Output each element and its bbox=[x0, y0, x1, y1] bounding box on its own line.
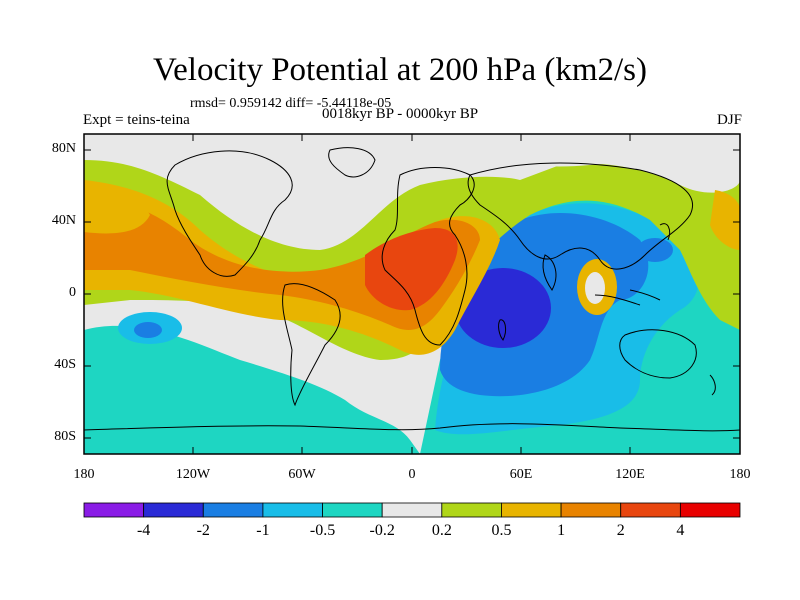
contour-fill bbox=[84, 134, 740, 454]
colorbar-swatch bbox=[679, 502, 741, 518]
contour-teal-south bbox=[84, 325, 420, 454]
contour-np-right bbox=[710, 190, 740, 250]
stats-line: rmsd= 0.959142 diff= -5.44118e-05 bbox=[190, 96, 392, 111]
lon-label-120w: 120W bbox=[175, 467, 211, 482]
colorbar-label: -4 bbox=[136, 522, 151, 539]
coast-north-america bbox=[166, 150, 293, 277]
colorbar-label: 1 bbox=[557, 522, 566, 539]
coast-antarctica bbox=[84, 423, 740, 432]
colorbar bbox=[83, 502, 741, 518]
coast-asia bbox=[467, 162, 693, 270]
lat-label-40s: 40S bbox=[54, 357, 76, 372]
contour-blue-spot-ea bbox=[637, 238, 673, 262]
lat-label-0: 0 bbox=[69, 285, 76, 300]
contour-darkblue bbox=[455, 268, 551, 348]
colorbar-swatch bbox=[441, 502, 502, 518]
contour-np-left bbox=[84, 189, 150, 234]
coast-south-america bbox=[282, 283, 341, 407]
period-subtitle: 0018kyr BP - 0000kyr BP bbox=[321, 106, 479, 122]
season-label: DJF bbox=[716, 112, 742, 128]
lon-label-180e: 180 bbox=[729, 467, 751, 482]
axis-ticks bbox=[84, 134, 740, 454]
colorbar-swatch bbox=[620, 502, 681, 518]
colorbar-swatch bbox=[143, 502, 204, 518]
coast-madagascar bbox=[498, 319, 507, 341]
map-title: Velocity Potential at 200 hPa (km2/s) bbox=[152, 52, 648, 88]
lon-label-60w: 60W bbox=[288, 467, 316, 482]
colorbar-swatch bbox=[322, 502, 383, 518]
colorbar-label: -0.2 bbox=[369, 522, 395, 539]
colorbar-swatch bbox=[83, 502, 145, 518]
coast-indonesia bbox=[594, 289, 661, 306]
colorbar-swatch bbox=[202, 502, 264, 518]
lat-label-40n: 40N bbox=[51, 213, 76, 228]
colorbar-swatch bbox=[262, 502, 323, 518]
contour-blue-spot-sp2 bbox=[134, 322, 162, 338]
colorbar-swatch bbox=[501, 502, 562, 518]
coast-australia bbox=[619, 329, 697, 379]
colorbar-swatch bbox=[560, 502, 622, 518]
colorbar-label: -2 bbox=[196, 522, 210, 539]
lat-label-80s: 80S bbox=[54, 429, 76, 444]
coast-greenland bbox=[328, 147, 376, 178]
lon-label-60e: 60E bbox=[509, 467, 533, 482]
coast-europe-africa bbox=[381, 167, 475, 346]
colorbar-label: 2 bbox=[616, 522, 625, 539]
colorbar-swatch bbox=[381, 502, 443, 518]
lon-label-120e: 120E bbox=[615, 467, 645, 482]
coast-newzealand bbox=[709, 374, 716, 396]
lon-label-0: 0 bbox=[408, 467, 416, 482]
coast-india bbox=[542, 254, 557, 291]
coastlines bbox=[84, 147, 740, 432]
contour-wp-ring-inner bbox=[585, 272, 605, 304]
contour-redorange bbox=[365, 228, 458, 311]
coast-japan bbox=[659, 223, 671, 241]
contour-arctic bbox=[84, 134, 740, 178]
colorbar-label: 0.2 bbox=[431, 522, 452, 539]
colorbar-label: -1 bbox=[256, 522, 270, 539]
colorbar-label: 0.5 bbox=[491, 522, 512, 539]
colorbar-label: 4 bbox=[676, 522, 685, 539]
lat-label-80n: 80N bbox=[51, 141, 76, 156]
colorbar-label: -0.5 bbox=[309, 522, 336, 539]
experiment-label: Expt = teins-teina bbox=[83, 112, 190, 128]
lon-label-180w: 180 bbox=[73, 467, 95, 482]
